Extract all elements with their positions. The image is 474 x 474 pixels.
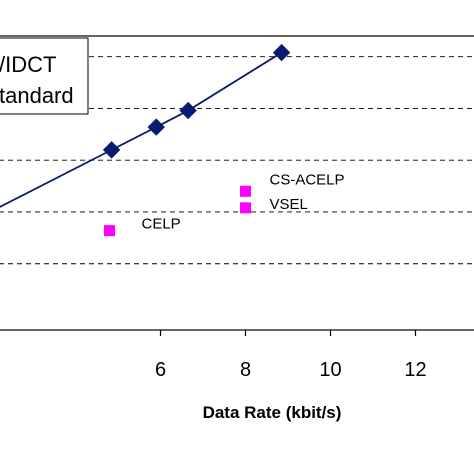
- x-tick-label-2: 10: [319, 359, 341, 381]
- mdct-point-0: [102, 141, 121, 159]
- gridlines: [0, 56, 474, 265]
- x-tick-label-0: 6: [155, 359, 166, 381]
- legend-entry-standard: tandard: [0, 83, 74, 108]
- x-tick-label-3: 12: [404, 359, 426, 381]
- annotation-cs-acelp: CS-ACELP: [270, 171, 345, 188]
- series-markers: [102, 43, 291, 237]
- legend: /IDCT tandard: [0, 37, 89, 115]
- standard-point-1: [240, 185, 251, 197]
- annotation-celp: CELP: [142, 216, 181, 233]
- legend-box: [0, 37, 89, 115]
- mdct-point-3: [272, 43, 291, 62]
- standard-point-2: [240, 202, 251, 214]
- x-axis-ticks: 6 8 10 12: [155, 330, 427, 381]
- mdct-point-1: [147, 118, 165, 136]
- annotation-vsel: VSEL: [270, 196, 308, 213]
- legend-entry-mdct: /IDCT: [0, 52, 56, 77]
- annotations: CELP CS-ACELP VSEL: [142, 171, 345, 232]
- x-tick-label-1: 8: [240, 359, 251, 381]
- mdct-point-2: [179, 101, 197, 120]
- x-axis-title: Data Rate (kbit/s): [203, 403, 342, 422]
- standard-point-0: [104, 225, 115, 237]
